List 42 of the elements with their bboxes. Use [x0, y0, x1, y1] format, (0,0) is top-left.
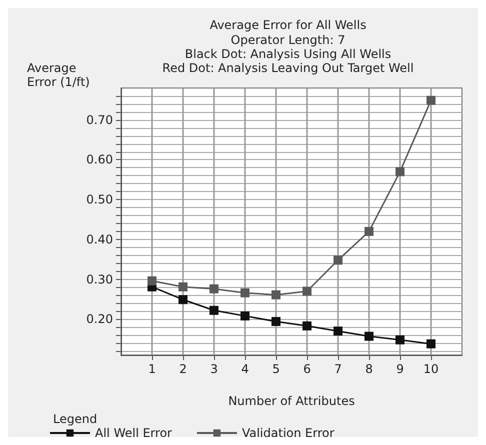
point — [426, 339, 436, 348]
point — [302, 286, 312, 296]
chart-title: Average Error for All Wells — [210, 18, 366, 32]
point — [148, 276, 156, 286]
y-tick-label: 0.50 — [86, 192, 113, 207]
point — [178, 295, 188, 304]
legend-title: Legend — [53, 412, 98, 426]
x-tick-label: 7 — [334, 362, 342, 376]
y-tick-label: 0.60 — [86, 152, 113, 167]
point — [272, 290, 280, 300]
legend-label: Validation Error — [242, 426, 334, 440]
y-tick-label: 0.70 — [86, 112, 113, 127]
y-tick-label: 0.30 — [86, 272, 113, 286]
point — [240, 288, 250, 298]
x-tick-label: 5 — [272, 362, 280, 376]
point — [240, 311, 250, 320]
x-tick-label: 6 — [303, 362, 311, 376]
point — [210, 306, 218, 315]
point — [396, 335, 404, 344]
y-tick-label: 0.40 — [86, 232, 113, 246]
point — [364, 226, 374, 236]
point — [178, 282, 188, 292]
x-tick-label: 9 — [396, 362, 404, 376]
x-tick-label: 4 — [241, 362, 249, 376]
chart-subtitle: Operator Length: 7 Black Dot: Analysis Using All Wells Red Dot: Analysis Leaving Out Target Well — [162, 33, 414, 75]
point — [426, 96, 436, 105]
point — [272, 317, 280, 326]
point — [334, 256, 342, 265]
point — [302, 321, 312, 330]
point — [210, 284, 218, 294]
point — [334, 326, 342, 336]
legend-label: All Well Error — [95, 426, 172, 440]
x-tick-label: 3 — [210, 362, 218, 376]
x-tick-label: 2 — [179, 362, 187, 376]
point — [364, 332, 374, 341]
x-tick-label: 8 — [365, 362, 373, 376]
x-tick-label: 10 — [423, 362, 439, 376]
y-tick-label: 0.20 — [86, 312, 113, 326]
y-axis-title: Average Error (1/ft) — [27, 61, 90, 89]
x-tick-label: 1 — [148, 362, 156, 376]
point — [396, 167, 404, 176]
x-axis-title: Number of Attributes — [228, 394, 355, 408]
